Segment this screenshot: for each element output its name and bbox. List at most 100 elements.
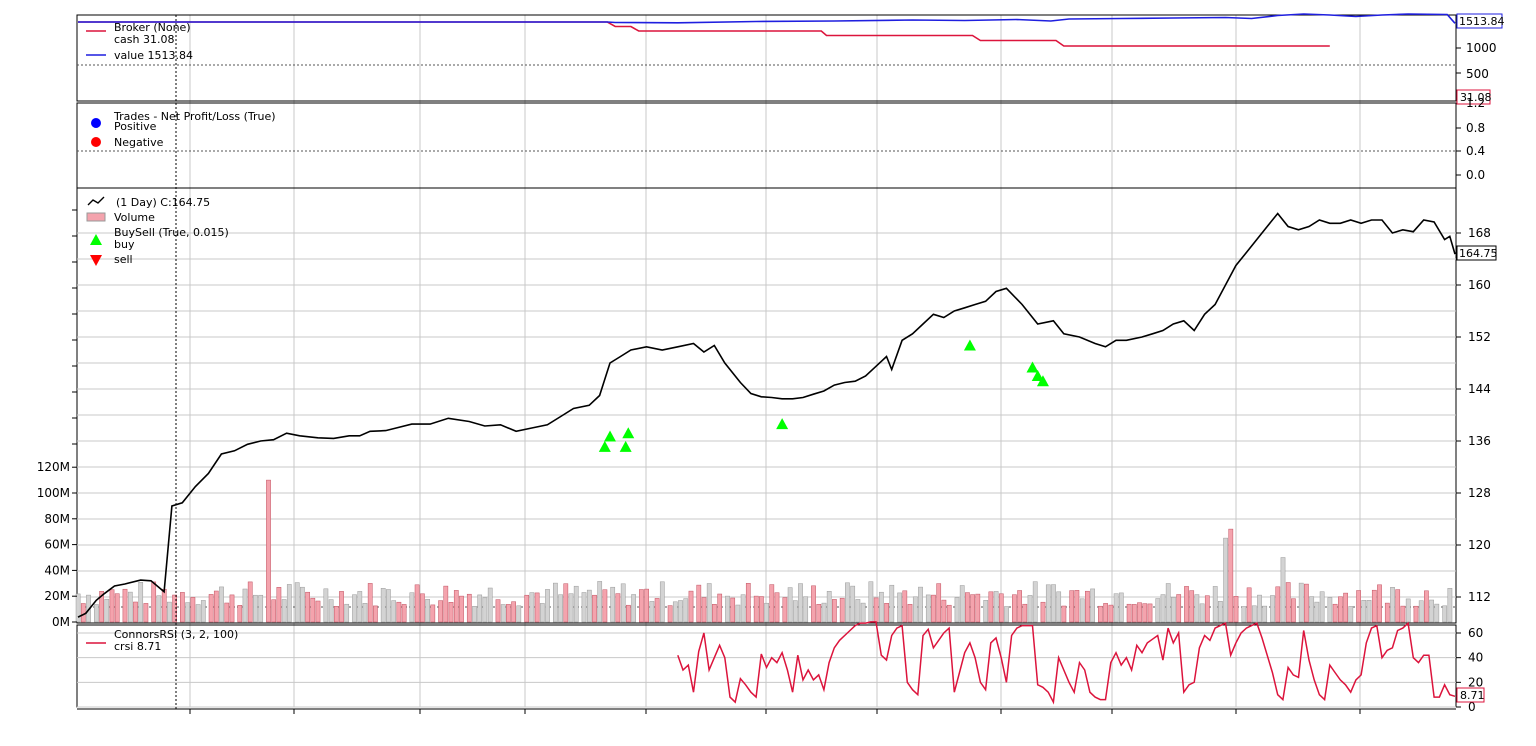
volume-bar [1194, 594, 1200, 623]
volume-bar [534, 592, 540, 623]
volume-bar [409, 592, 415, 623]
volume-bar [1184, 586, 1189, 623]
volume-bar [1012, 594, 1017, 623]
negative-marker-icon [91, 137, 101, 147]
trades-y-tick-0-8: 0.8 [1466, 121, 1485, 135]
crsi-legend-title: ConnorsRSI (3, 2, 100) [114, 628, 238, 641]
volume-bar [1405, 598, 1411, 623]
volume-y-tick: 80M [44, 512, 70, 526]
volume-bar [581, 592, 587, 623]
volume-bar [712, 604, 717, 623]
volume-bar [586, 589, 592, 623]
volume-bar [242, 588, 248, 623]
buy-marker [604, 430, 617, 442]
volume-bar [954, 597, 960, 623]
volume-bar [1280, 557, 1286, 623]
volume-bar [884, 603, 889, 623]
volume-bar [553, 582, 558, 623]
price-legend-buysell: BuySell (True, 0.015) [114, 226, 229, 239]
trades-legend-negative: Negative [114, 136, 164, 149]
volume-bar [1218, 601, 1223, 623]
volume-bar [782, 597, 788, 623]
volume-bar [333, 606, 339, 623]
buy-marker [619, 440, 632, 452]
volume-bar [774, 592, 780, 623]
volume-bar [114, 593, 120, 623]
volume-bar [266, 479, 271, 623]
volume-bar [229, 594, 235, 623]
volume-bar [213, 590, 219, 623]
buy-marker [622, 427, 635, 439]
volume-bar [448, 602, 454, 623]
volume-bar [792, 600, 798, 623]
volume-bar [219, 586, 224, 623]
volume-bar [941, 599, 947, 623]
volume-bar [109, 589, 115, 623]
volume-bar [1251, 605, 1257, 623]
volume-bar [344, 603, 350, 623]
volume-bar [276, 587, 282, 623]
volume-bar [339, 591, 344, 623]
volume-bar [563, 583, 569, 623]
volume-bar [1103, 603, 1108, 623]
volume-bar [860, 602, 866, 623]
volume-bar [1257, 594, 1262, 623]
volume-bar [420, 593, 425, 623]
volume-bar [1155, 598, 1161, 623]
trades-y-tick-0-0: 0.0 [1466, 168, 1485, 182]
broker-y-tick-1000: 1000 [1466, 41, 1497, 55]
volume-bar [1027, 595, 1033, 623]
volume-bar [315, 600, 321, 623]
volume-bar [195, 604, 201, 623]
crsi-y-tick: 0 [1468, 700, 1476, 714]
volume-bar [659, 581, 665, 623]
volume-bar [286, 584, 292, 623]
volume-bar [717, 593, 723, 623]
volume-bar [573, 585, 579, 623]
volume-bar [253, 594, 258, 623]
volume-bar [391, 600, 397, 623]
volume-bar [740, 594, 746, 623]
volume-y-tick: 20M [44, 589, 70, 603]
volume-bar [1171, 597, 1176, 623]
volume-bar [487, 587, 493, 623]
volume-bar [1212, 586, 1218, 623]
volume-bar [1332, 603, 1338, 623]
broker-legend-title: Broker (None) [114, 21, 191, 34]
volume-bar [672, 601, 678, 623]
sell-triangle-icon [90, 255, 102, 266]
volume-bar [443, 585, 449, 623]
volume-bar [701, 597, 707, 623]
volume-bar [430, 604, 436, 623]
volume-bar [127, 591, 133, 623]
volume-bar [620, 583, 626, 623]
buy-marker [1036, 375, 1049, 387]
volume-bar [305, 591, 310, 623]
volume-bar [185, 602, 190, 623]
volume-bar [237, 605, 243, 623]
crsi-y-tick: 40 [1468, 651, 1483, 665]
volume-bar [143, 603, 149, 623]
volume-bar [821, 602, 827, 623]
volume-bar [1309, 596, 1315, 623]
broker-value-tag-text: 1513.84 [1459, 15, 1505, 28]
volume-y-tick: 40M [44, 563, 70, 577]
volume-bar [539, 603, 545, 623]
crsi-legend: ConnorsRSI (3, 2, 100) crsi 8.71 [86, 628, 238, 653]
price-legend: (1 Day) C:164.75 Volume BuySell (True, 0… [86, 196, 229, 266]
volume-bar [459, 595, 464, 623]
volume-bar [1262, 605, 1268, 623]
buy-marker [598, 440, 611, 452]
volume-bar [1418, 600, 1424, 623]
volume-bar [180, 592, 185, 623]
volume-bar [1275, 586, 1281, 623]
price-legend-volume: Volume [114, 211, 155, 224]
volume-bar [1228, 528, 1234, 623]
volume-bar [816, 604, 822, 623]
volume-bar [529, 592, 535, 623]
crsi-last-tag: 8.71 [1456, 687, 1485, 703]
crsi-panel: ConnorsRSI (3, 2, 100) crsi 8.71 0 20 40 60… [76, 621, 1485, 714]
volume-bar [99, 591, 104, 623]
volume-bar [597, 581, 603, 623]
